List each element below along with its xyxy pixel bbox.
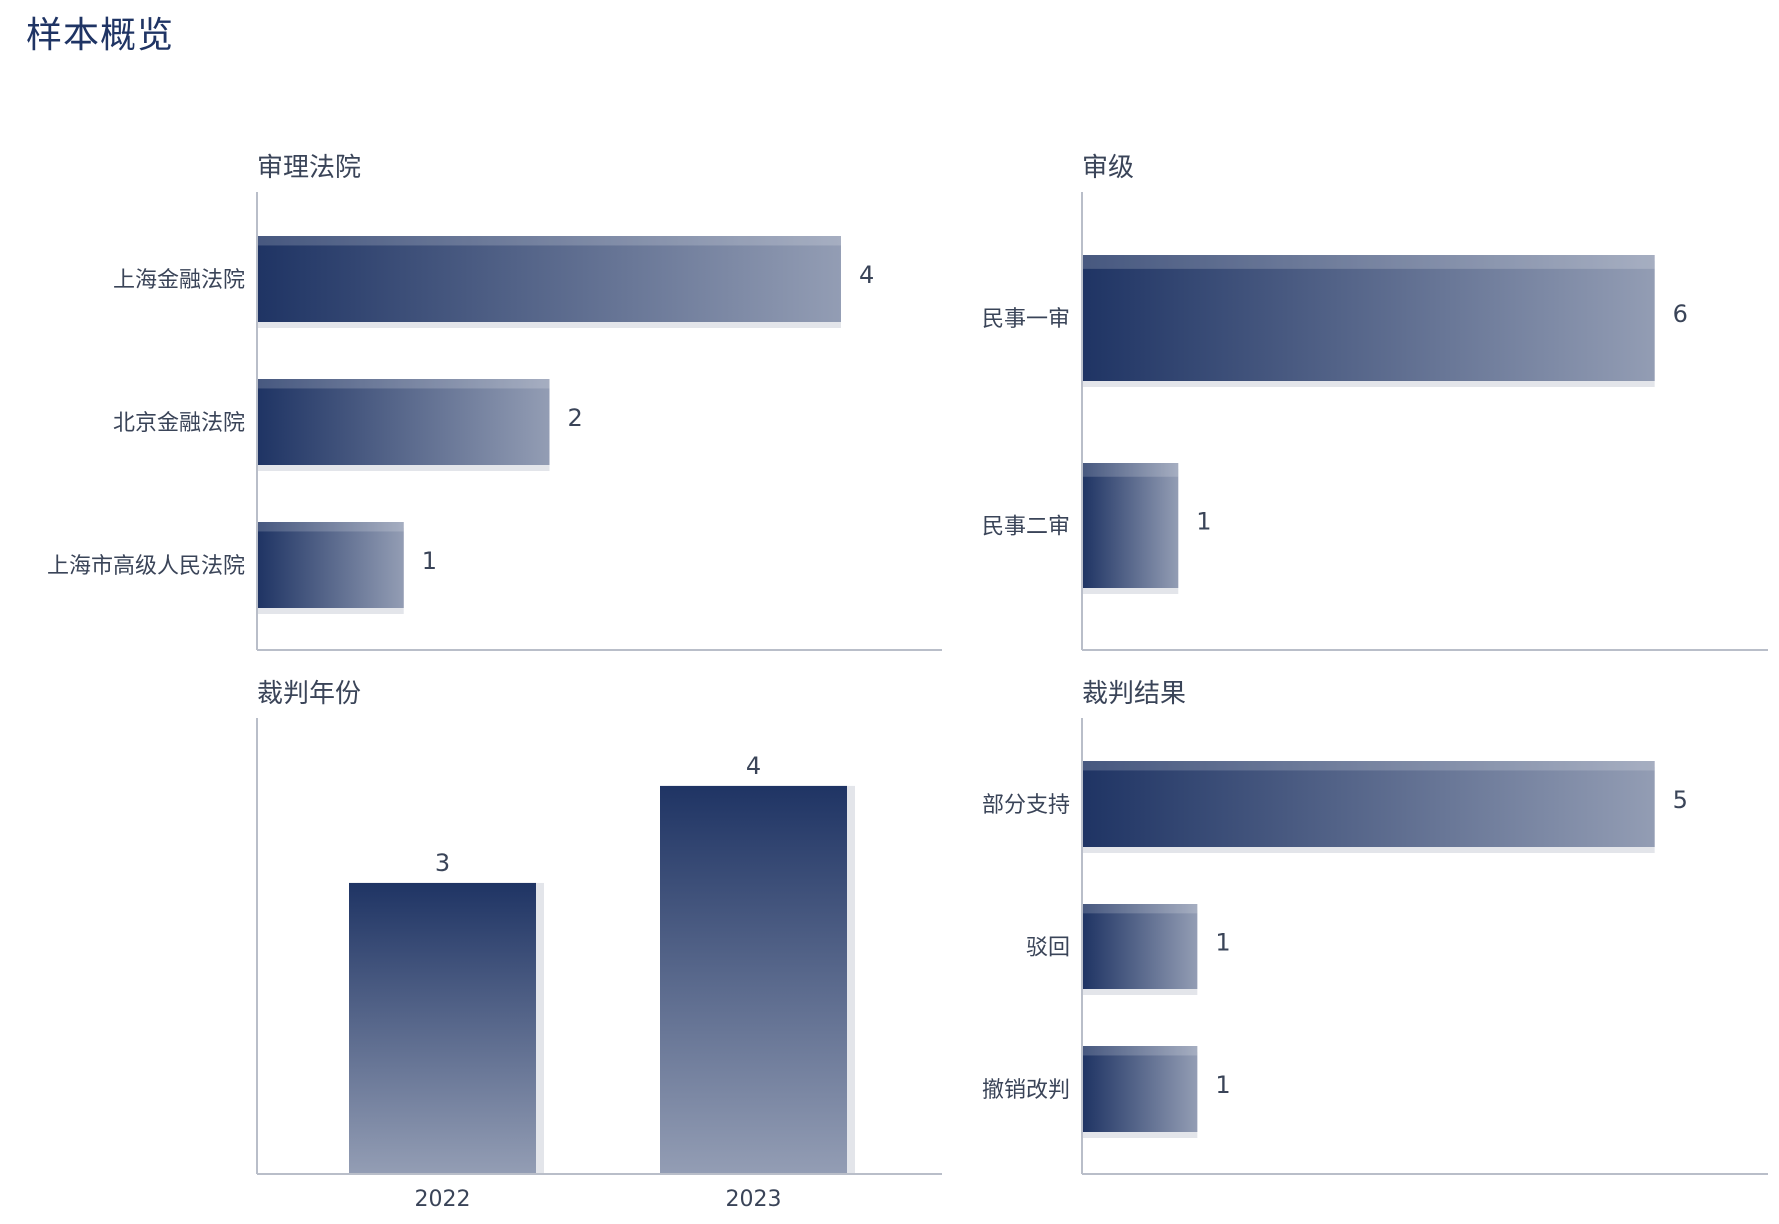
chart-title-court: 审理法院 — [257, 153, 361, 183]
value-label: 6 — [1673, 300, 1688, 328]
bar-result-1 — [1083, 904, 1198, 989]
bar-highlight — [1083, 463, 1179, 477]
value-label: 1 — [422, 547, 437, 575]
value-label: 4 — [859, 261, 874, 289]
bar-highlight — [258, 522, 404, 532]
bar-year-1 — [660, 785, 847, 1173]
bar-court-2 — [258, 522, 404, 608]
value-label: 1 — [1196, 508, 1211, 536]
bar-level-1 — [1083, 463, 1179, 588]
bar-result-0 — [1083, 761, 1655, 847]
bar-result-2 — [1083, 1046, 1198, 1132]
value-label: 3 — [435, 849, 450, 877]
value-label: 1 — [1215, 1071, 1230, 1099]
category-label: 民事一审 — [982, 307, 1070, 332]
value-label: 2 — [567, 404, 582, 432]
bar-court-1 — [258, 379, 550, 465]
category-label: 上海市高级人民法院 — [47, 554, 245, 579]
bar-year-0 — [349, 882, 536, 1173]
value-label: 1 — [1215, 929, 1230, 957]
bar-level-0 — [1083, 255, 1655, 381]
category-label: 上海金融法院 — [113, 268, 245, 293]
page-title: 样本概览 — [26, 15, 175, 56]
bar-highlight — [1083, 904, 1198, 914]
chart-title-level: 审级 — [1082, 153, 1134, 183]
category-label: 北京金融法院 — [113, 411, 245, 436]
bar-highlight — [1083, 761, 1655, 771]
bar-highlight — [1083, 1046, 1198, 1056]
bar-highlight — [258, 236, 841, 246]
bar-court-0 — [258, 236, 841, 322]
value-label: 5 — [1673, 786, 1688, 814]
category-label: 2022 — [415, 1187, 471, 1212]
bar-highlight — [1083, 255, 1655, 269]
bar-highlight — [258, 379, 550, 389]
chart-title-result: 裁判结果 — [1082, 679, 1186, 709]
category-label: 2023 — [726, 1187, 782, 1212]
chart-year: 裁判年份 3 2022 4 2023 — [256, 679, 942, 1212]
category-label: 驳回 — [1026, 936, 1070, 961]
value-label: 4 — [746, 752, 761, 780]
category-label: 撤销改判 — [982, 1078, 1070, 1103]
category-label: 民事二审 — [982, 515, 1070, 540]
chart-title-year: 裁判年份 — [257, 679, 361, 709]
category-label: 部分支持 — [982, 793, 1070, 818]
